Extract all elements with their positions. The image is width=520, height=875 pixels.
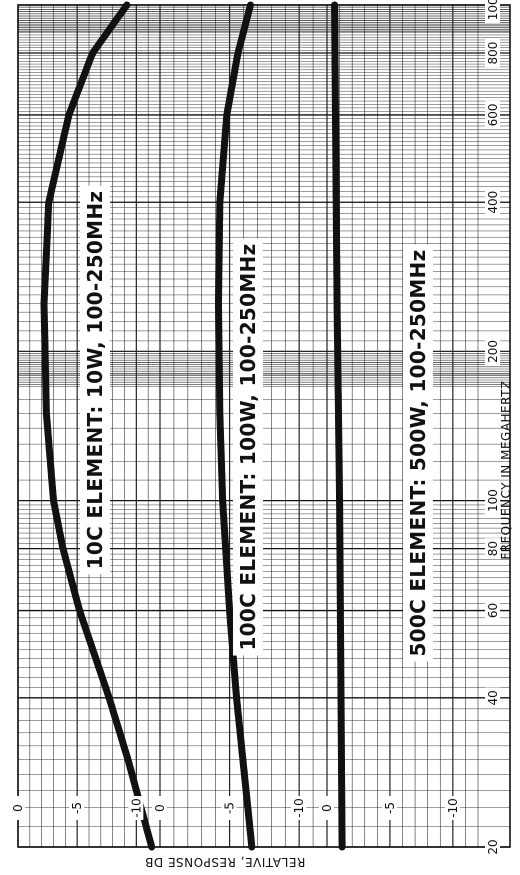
x-tick-background xyxy=(485,486,500,515)
x-tick-background xyxy=(485,600,500,622)
x-tick-label: 80 xyxy=(486,541,500,556)
y-tick-group: 0 xyxy=(319,796,334,820)
y-tick-background xyxy=(291,796,307,820)
x-tick-label: 800 xyxy=(486,42,500,65)
y-tick-background xyxy=(381,796,397,820)
y-tick-label: -10 xyxy=(129,798,143,818)
y-tick-label: -5 xyxy=(383,802,397,814)
x-tick-label: 200 xyxy=(486,340,500,363)
x-tick-group: 1000 xyxy=(485,0,500,23)
y-tick-label: -10 xyxy=(292,798,306,818)
x-tick-label: 60 xyxy=(486,603,500,618)
y-tick-label: -5 xyxy=(223,802,237,814)
x-tick-background xyxy=(485,100,500,130)
y-tick-group: -5 xyxy=(221,796,237,820)
y-tick-background xyxy=(69,796,85,820)
y-tick-group: -5 xyxy=(69,796,85,820)
y-tick-group: -10 xyxy=(291,796,307,820)
series-label-background xyxy=(233,238,263,656)
x-tick-group: 400 xyxy=(485,187,500,217)
y-tick-background xyxy=(128,796,144,820)
y-tick-label: 0 xyxy=(11,804,25,812)
x-tick-background xyxy=(485,687,500,709)
y-tick-group: -5 xyxy=(381,796,397,820)
x-tick-background xyxy=(485,836,500,858)
x-tick-background xyxy=(485,187,500,217)
x-tick-background xyxy=(485,538,500,560)
series-label-background xyxy=(80,185,110,575)
series-line xyxy=(215,1,256,851)
plot-frame xyxy=(17,4,511,848)
x-tick-label: 20 xyxy=(486,839,500,854)
series-label-group: 10C ELEMENT: 10W, 100-250MHz xyxy=(80,185,110,575)
series-label: 100C ELEMENT: 100W, 100-250MHz xyxy=(236,243,260,650)
y-tick-group: -10 xyxy=(128,796,144,820)
x-tick-group: 60 xyxy=(485,600,500,622)
x-tick-group: 600 xyxy=(485,100,500,130)
x-tick-group: 80 xyxy=(485,538,500,560)
x-axis-title: FREQUENCY IN MEGAHERTZ xyxy=(499,380,513,559)
series-label-background xyxy=(403,244,433,662)
series-label: 500C ELEMENT: 500W, 100-250MHz xyxy=(406,249,430,656)
series-line xyxy=(40,1,156,851)
x-tick-group: 20 xyxy=(485,836,500,858)
x-tick-group: 100 xyxy=(485,486,500,515)
y-tick-group: 0 xyxy=(152,796,167,820)
x-tick-label: 600 xyxy=(486,103,500,126)
x-tick-background xyxy=(485,38,500,68)
series-line xyxy=(331,1,346,851)
y-tick-background xyxy=(10,796,25,820)
y-tick-background xyxy=(444,796,460,820)
y-tick-background xyxy=(221,796,237,820)
y-tick-group: -10 xyxy=(444,796,460,820)
y-tick-background xyxy=(319,796,334,820)
x-tick-group: 200 xyxy=(485,337,500,366)
x-tick-label: 1000 xyxy=(486,0,500,20)
y-tick-label: 0 xyxy=(320,804,334,812)
x-tick-label: 100 xyxy=(486,489,500,512)
x-tick-group: 40 xyxy=(485,687,500,709)
series-label: 10C ELEMENT: 10W, 100-250MHz xyxy=(83,191,107,570)
x-tick-group: 800 xyxy=(485,38,500,68)
y-tick-background xyxy=(152,796,167,820)
series-label-group: 100C ELEMENT: 100W, 100-250MHz xyxy=(233,238,263,656)
y-tick-label: -5 xyxy=(70,802,84,814)
y-tick-group: 0 xyxy=(10,796,25,820)
grid xyxy=(17,4,511,848)
x-tick-label: 40 xyxy=(486,690,500,705)
y-tick-label: -10 xyxy=(446,798,460,818)
y-axis-title: RELATIVE, RESPONSE DB xyxy=(145,855,306,869)
series-label-group: 500C ELEMENT: 500W, 100-250MHz xyxy=(403,244,433,662)
x-tick-background xyxy=(485,0,500,23)
x-tick-label: 400 xyxy=(486,191,500,214)
x-axis-title-group: FREQUENCY IN MEGAHERTZ xyxy=(499,380,513,559)
x-tick-background xyxy=(485,337,500,366)
y-tick-label: 0 xyxy=(153,804,167,812)
